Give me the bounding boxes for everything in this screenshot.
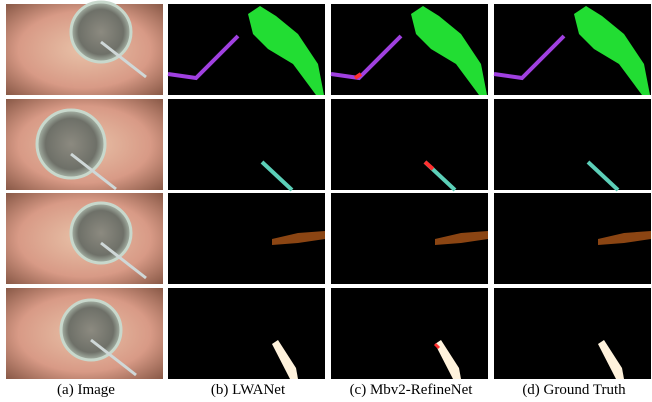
- photo: [6, 288, 163, 379]
- mask-background: [494, 288, 651, 379]
- mask-panel: [331, 4, 488, 95]
- mask-panel: [331, 288, 488, 379]
- iris: [71, 2, 131, 62]
- photo: [6, 193, 163, 284]
- mask-panel: [331, 193, 488, 284]
- mask-panel: [168, 4, 325, 95]
- mask-panel: [168, 193, 325, 284]
- mask-panel: [494, 193, 651, 284]
- panel-grid: [6, 2, 651, 379]
- mask-background: [331, 99, 488, 190]
- caption: (d) Ground Truth: [522, 382, 626, 398]
- mask-panel: [494, 4, 651, 95]
- figure: (a) Image (b) LWANet (c) Mbv2-RefineNet …: [0, 0, 652, 402]
- mask-panel: [168, 99, 325, 190]
- iris: [37, 110, 105, 178]
- caption: (a) Image: [57, 382, 115, 398]
- mask-panel: [494, 99, 651, 190]
- mask-background: [168, 99, 325, 190]
- photo: [6, 2, 163, 95]
- photo: [6, 99, 163, 190]
- mask-panel: [168, 288, 325, 379]
- mask-background: [494, 99, 651, 190]
- mask-background: [331, 288, 488, 379]
- mask-panel: [494, 288, 651, 379]
- caption: (c) Mbv2-RefineNet: [350, 382, 474, 398]
- iris: [61, 300, 121, 360]
- caption: (b) LWANet: [211, 382, 286, 398]
- mask-panel: [331, 99, 488, 190]
- mask-background: [168, 288, 325, 379]
- iris: [71, 203, 131, 263]
